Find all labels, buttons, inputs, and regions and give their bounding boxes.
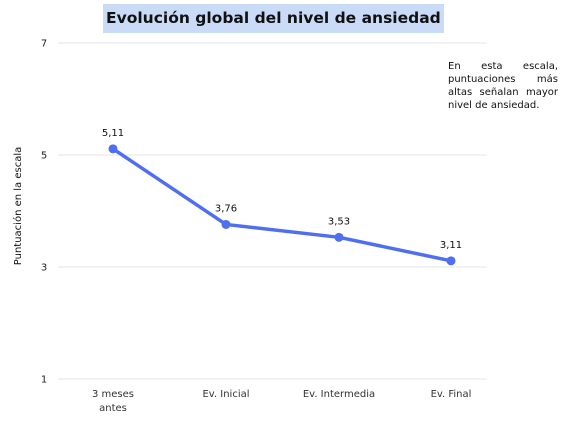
- y-tick-labels: 1 3 5 7: [41, 39, 47, 386]
- x-category-3: Ev. Final: [431, 389, 472, 400]
- chart-title: Evolución global del nivel de ansiedad: [103, 4, 444, 33]
- x-category-labels: 3 meses antes Ev. Inicial Ev. Intermedia Ev.…: [92, 389, 471, 414]
- data-label-1: 3,76: [215, 203, 237, 214]
- gridlines: [58, 42, 487, 380]
- x-category-0: 3 meses antes: [92, 389, 134, 414]
- data-point-2: [334, 232, 344, 242]
- series-group: 5,11 3,76 3,53 3,11: [102, 128, 462, 266]
- data-label-2: 3,53: [328, 216, 350, 227]
- x-category-1: Ev. Inicial: [202, 389, 249, 400]
- y-tick-3: 3: [41, 263, 47, 274]
- y-tick-5: 5: [41, 151, 47, 162]
- data-point-3: [446, 256, 456, 266]
- scale-note: En esta escala, puntuaciones más altas s…: [448, 61, 558, 111]
- y-tick-1: 1: [41, 375, 47, 386]
- data-point-0: [108, 144, 118, 154]
- data-label-3: 3,11: [440, 240, 462, 251]
- data-label-0: 5,11: [102, 128, 124, 139]
- y-axis-label: Puntuación en la escala: [12, 147, 24, 265]
- y-tick-7: 7: [41, 39, 47, 50]
- x-category-2: Ev. Intermedia: [303, 389, 375, 400]
- series-line-0: [111, 147, 453, 263]
- data-point-1: [221, 219, 231, 229]
